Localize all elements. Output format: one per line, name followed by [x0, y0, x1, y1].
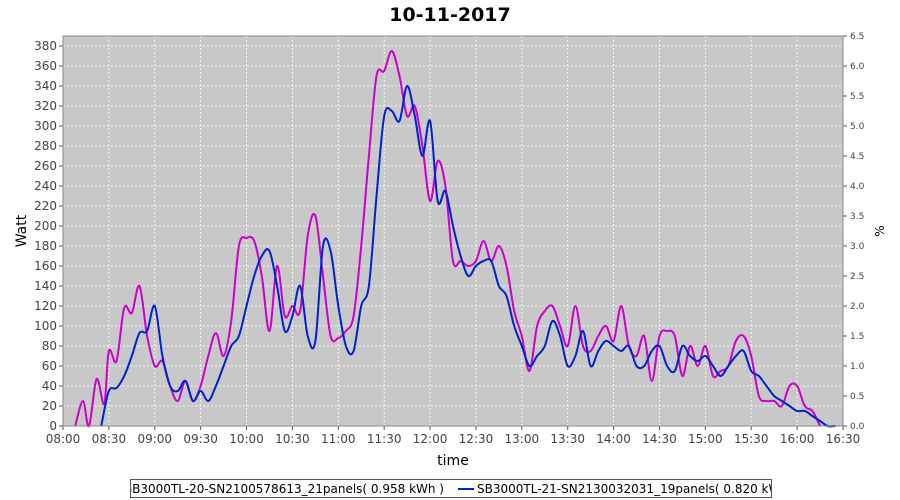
x-tick-label: 16:30: [826, 432, 861, 446]
x-tick-label: 15:30: [734, 432, 769, 446]
y2-tick-label: 1.5: [850, 332, 864, 342]
legend-label-series-1: SB3000TL-20-SN2100578613_21panels( 0.958…: [130, 481, 444, 496]
y-tick-label: 0: [49, 419, 57, 433]
y2-tick-label: 2.5: [850, 272, 864, 282]
legend-label-series-2: SB3000TL-21-SN2130032031_19panels( 0.820…: [477, 481, 772, 496]
legend: SB3000TL-20-SN2100578613_21panels( 0.958…: [130, 479, 772, 498]
series-lines: [74, 49, 836, 428]
y-tick-label: 280: [34, 139, 57, 153]
x-tick-label: 14:00: [596, 432, 631, 446]
y-tick-label: 40: [42, 379, 57, 393]
plot-area: [63, 36, 843, 426]
y-tick-label: 220: [34, 199, 57, 213]
y2-tick-label: 5.0: [850, 122, 865, 132]
y-tick-label: 320: [34, 99, 57, 113]
y-tick-label: 60: [42, 359, 57, 373]
x-tick-label: 12:00: [413, 432, 448, 446]
y-tick-label: 160: [34, 259, 57, 273]
plot-frame: [62, 35, 844, 427]
x-tick-label: 14:30: [642, 432, 677, 446]
x-tick-label: 10:30: [275, 432, 310, 446]
y2-tick-label: 6.5: [850, 32, 864, 42]
y2-tick-label: 0.5: [850, 392, 864, 402]
y-tick-label: 300: [34, 119, 57, 133]
y-tick-label: 180: [34, 239, 57, 253]
x-axis-label: time: [437, 453, 469, 469]
y2-tick-label: 4.5: [850, 152, 864, 162]
y2-tick-label: 1.0: [850, 362, 865, 372]
y-tick-label: 120: [34, 299, 57, 313]
y2-tick-label: 0.0: [850, 422, 865, 432]
y-tick-label: 140: [34, 279, 57, 293]
axes: 08:00 08:30 09:00 09:30 10:00 10:30 11:00 11:30…: [34, 32, 864, 446]
chart-title: 10-11-2017: [389, 4, 511, 26]
x-tick-label: 11:30: [367, 432, 402, 446]
y2-tick-label: 4.0: [850, 182, 865, 192]
grid-lines: [62, 36, 844, 427]
y-tick-label: 200: [34, 219, 57, 233]
y-tick-label: 240: [34, 179, 57, 193]
x-tick-label: 12:30: [459, 432, 494, 446]
y2-tick-label: 3.5: [850, 212, 864, 222]
y2-axis-label: %: [873, 225, 887, 236]
y-axis-label: Watt: [14, 214, 30, 247]
y2-tick-label: 5.5: [850, 92, 864, 102]
y-tick-label: 380: [34, 39, 57, 53]
x-tick-label: 08:30: [92, 432, 127, 446]
x-tick-label: 09:00: [137, 432, 172, 446]
y-tick-label: 20: [42, 399, 57, 413]
y-tick-label: 340: [34, 79, 57, 93]
x-tick-label: 10:00: [229, 432, 264, 446]
x-tick-label: 11:00: [321, 432, 356, 446]
x-tick-label: 13:00: [505, 432, 540, 446]
y2-tick-label: 2.0: [850, 302, 865, 312]
x-tick-label: 09:30: [183, 432, 218, 446]
legend-swatch-series-2: [458, 487, 474, 490]
x-tick-label: 13:30: [550, 432, 585, 446]
y-tick-label: 100: [34, 319, 57, 333]
x-tick-label: 15:00: [688, 432, 723, 446]
x-tick-label: 08:00: [46, 432, 81, 446]
y2-tick-label: 6.0: [850, 62, 865, 72]
y-tick-label: 360: [34, 59, 57, 73]
y2-tick-label: 3.0: [850, 242, 865, 252]
line-chart: 10-11-2017 08:00 08:30 09:00 09:30 10:00 10:3…: [14, 4, 887, 469]
y-tick-label: 260: [34, 159, 57, 173]
legend-item-series-2: SB3000TL-21-SN2130032031_19panels( 0.820…: [458, 481, 772, 496]
x-tick-label: 16:00: [780, 432, 815, 446]
y-tick-label: 80: [42, 339, 57, 353]
series-line-2: [100, 84, 836, 428]
legend-item-series-1: SB3000TL-20-SN2100578613_21panels( 0.958…: [130, 481, 444, 496]
